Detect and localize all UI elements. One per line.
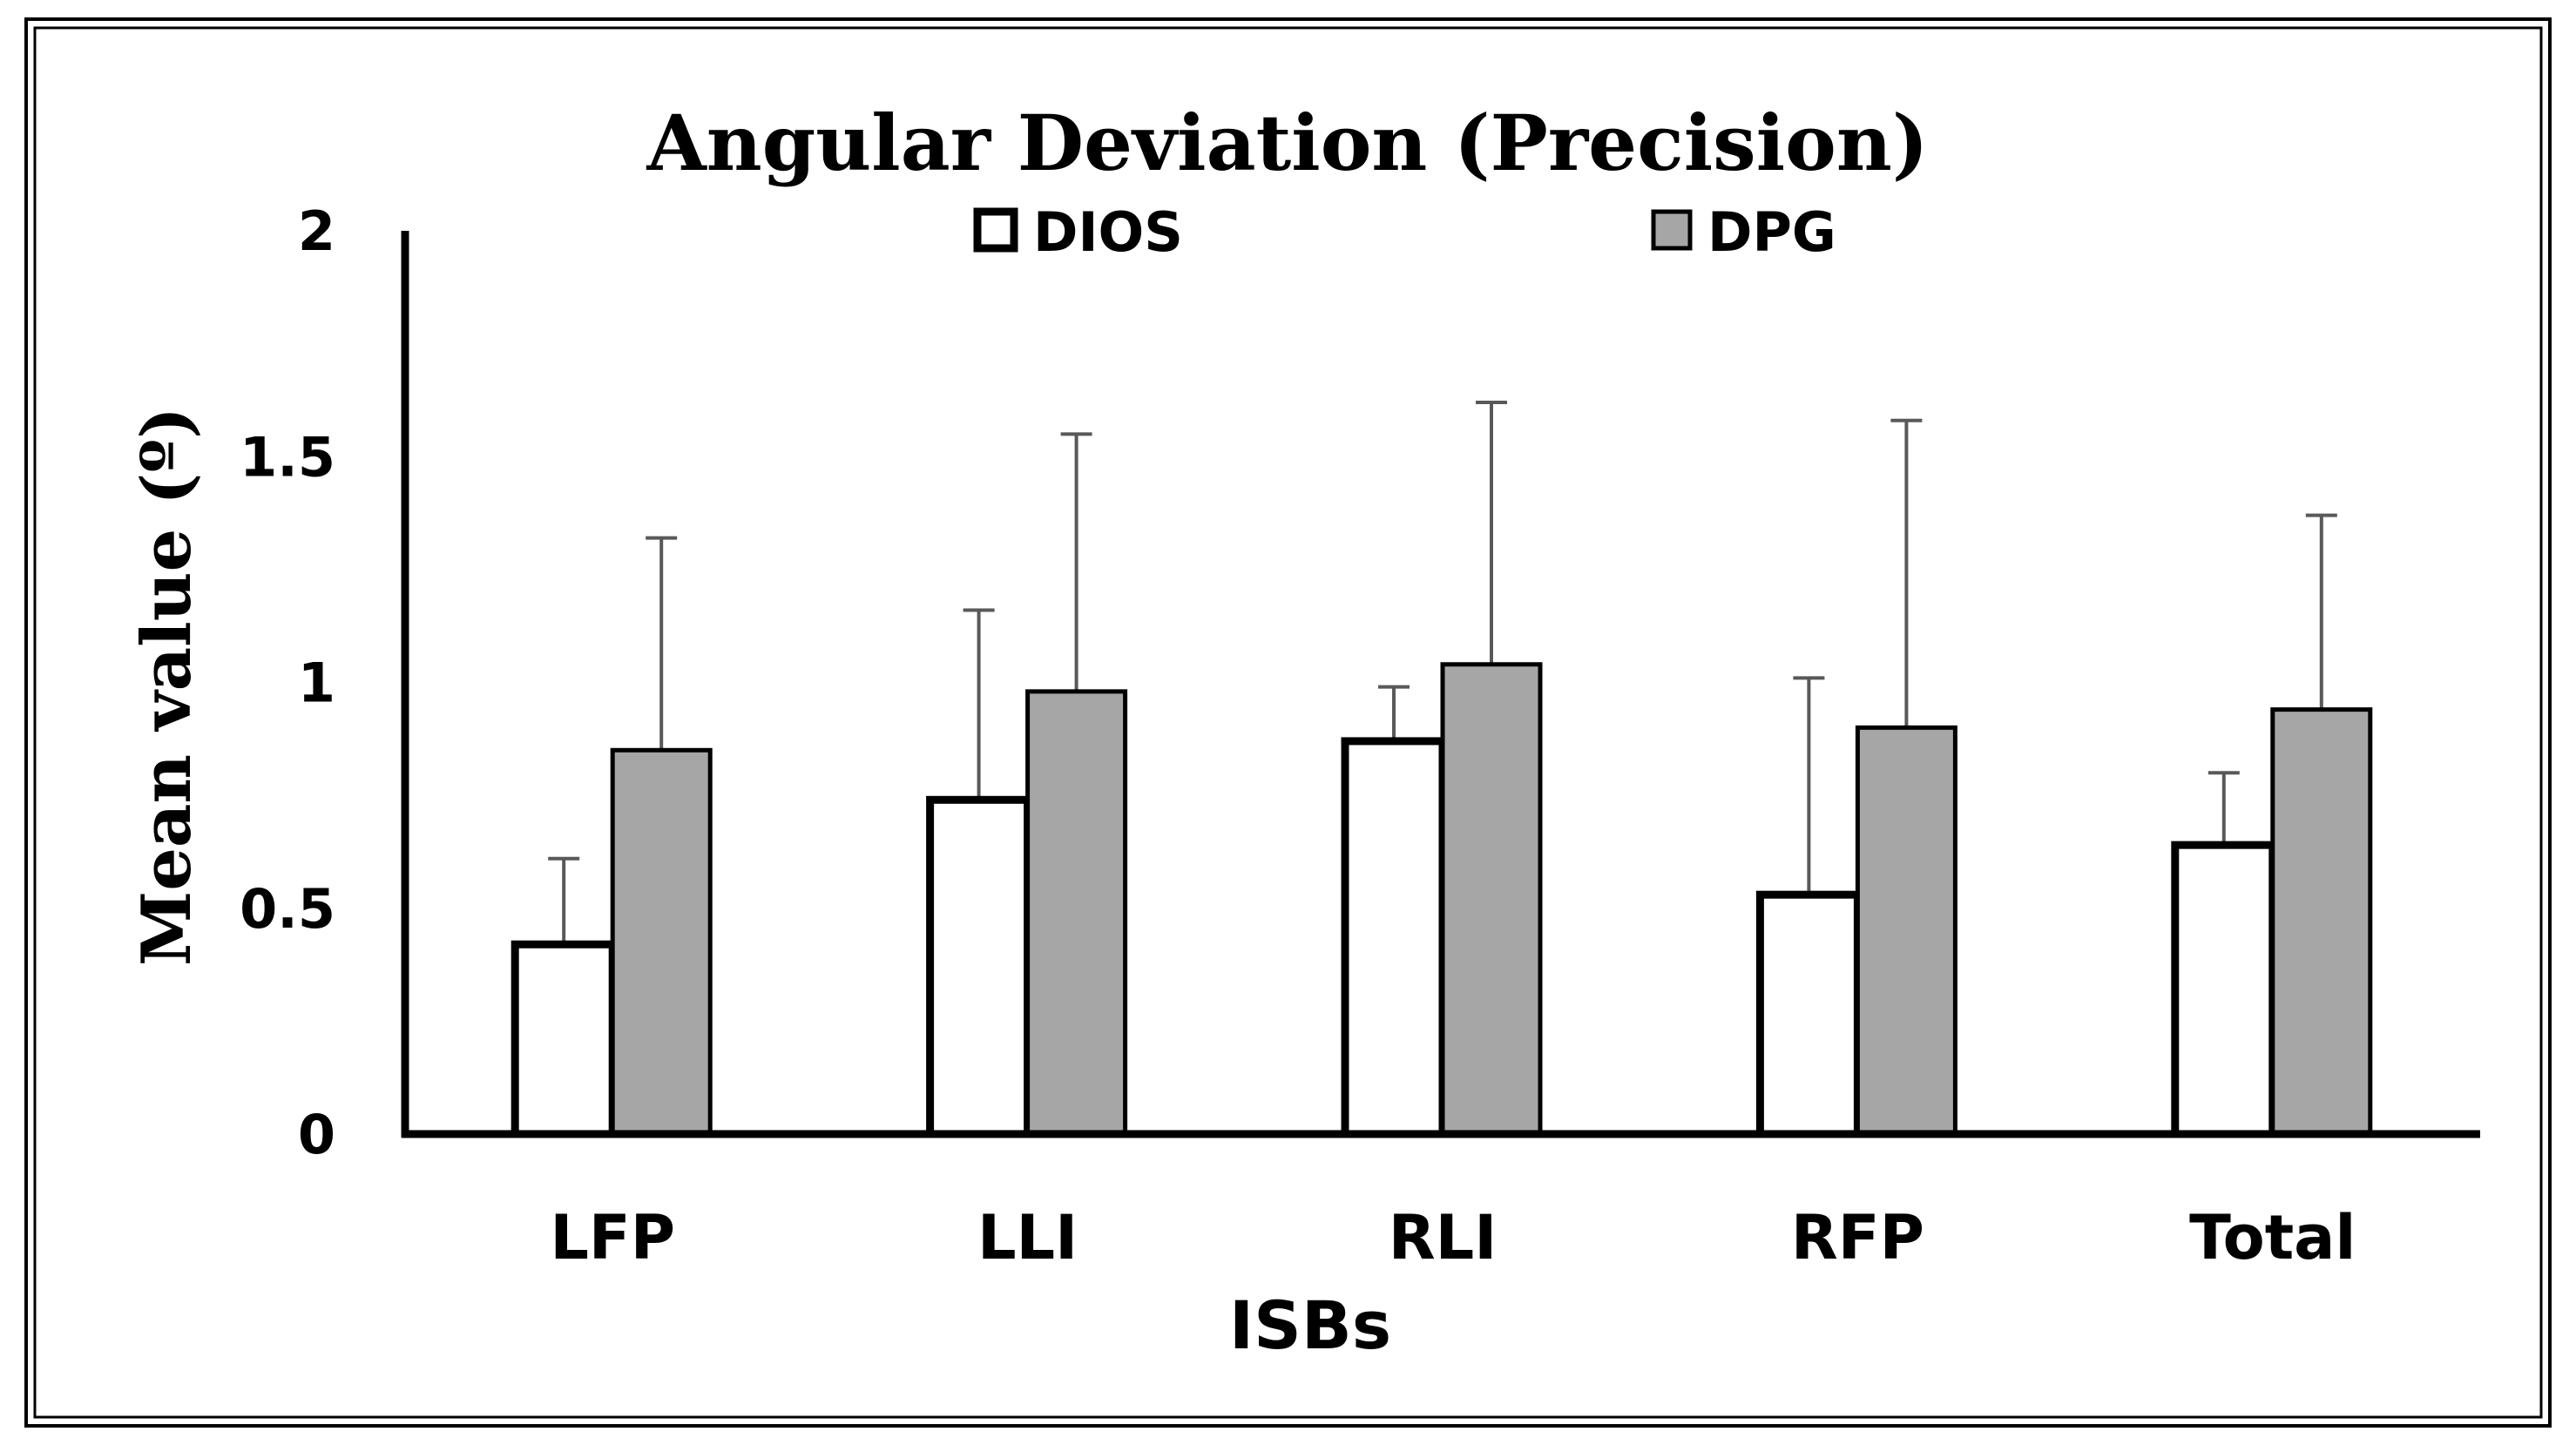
y-tick-label: 0 [298,1103,335,1166]
y-tick-label: 2 [298,199,335,263]
x-tick-label: RFP [1791,1202,1924,1273]
bar-dios [510,940,617,1138]
x-tick-label: Total [2189,1202,2356,1273]
bar-dios [926,795,1032,1138]
legend-label-dios: DIOS [1033,200,1183,264]
bar-dios [2171,841,2277,1138]
x-tick-label: LLI [977,1202,1078,1273]
y-tick-label: 1 [298,652,335,715]
chart-title: Angular Deviation (Precision) [646,98,1929,188]
bar-dpg [2270,707,2373,1137]
inner-frame [33,26,2543,1419]
x-axis-categories: LFP LLI RLI RFP Total [550,1202,2356,1273]
bar-dpg [1025,689,1128,1137]
x-axis-label: ISBs [1229,1286,1391,1364]
legend-label-dpg: DPG [1707,200,1836,264]
bars [510,662,2373,1138]
bar-dpg [1855,725,1957,1137]
legend: DIOS DPG [973,200,1836,264]
y-tick-label: 1.5 [240,425,335,489]
outer-frame [24,17,2552,1428]
y-tick-label: 0.5 [240,877,335,941]
bar-dios [1341,737,1447,1138]
bar-dpg [610,747,713,1137]
bar-dios [1755,890,1862,1138]
bar-dpg [1440,662,1543,1137]
y-axis-ticks: 0 0.5 1 1.5 2 [240,199,335,1166]
error-bars [548,401,2337,945]
legend-swatch-dios [973,207,1018,253]
x-tick-label: LFP [550,1202,675,1273]
y-axis-label: Mean value (º) [127,407,206,966]
legend-swatch-dpg [1651,209,1693,251]
x-tick-label: RLI [1389,1202,1498,1273]
